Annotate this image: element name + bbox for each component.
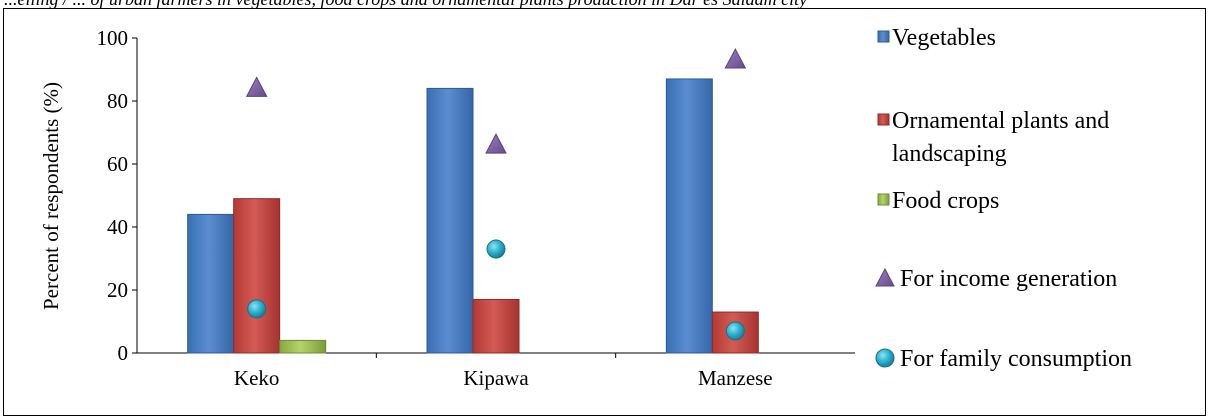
legend-circle <box>875 348 895 368</box>
triangle-marker <box>724 47 747 69</box>
y-tick-label: 40 <box>107 215 128 239</box>
legend-label: Ornamental plants and <box>892 108 1109 134</box>
legend-triangle <box>875 267 895 287</box>
legend-label: landscaping <box>892 141 1007 167</box>
y-tick-label: 100 <box>97 26 129 50</box>
category-label: Manzese <box>698 366 773 390</box>
y-axis-title: Percent of respondents (%) <box>39 82 63 310</box>
legend-label: For family consumption <box>900 346 1132 372</box>
y-tick-label: 0 <box>118 341 129 365</box>
y-tick-label: 20 <box>107 278 128 302</box>
circle-marker <box>725 321 745 341</box>
bar <box>426 87 474 354</box>
circle-marker <box>247 299 267 319</box>
legend-label: Food crops <box>892 188 999 214</box>
category-label: Kipawa <box>463 366 529 390</box>
markers <box>245 47 747 341</box>
circle-marker <box>486 239 506 259</box>
bar <box>187 213 235 354</box>
y-tick-label: 80 <box>107 89 128 113</box>
top-caption: ...elling / ... of urban farmers in vege… <box>4 0 1204 8</box>
triangle-marker <box>485 133 507 154</box>
legend-label: For income generation <box>900 266 1117 292</box>
y-ticks: 0 20 40 60 80 100 <box>97 26 137 365</box>
chart-frame <box>3 8 1206 416</box>
bar <box>665 78 713 354</box>
legend-swatch <box>877 113 890 126</box>
bar <box>472 298 520 354</box>
bar <box>233 198 281 354</box>
legend-swatch <box>877 30 890 43</box>
category-labels: Keko Kipawa Manzese <box>234 353 773 390</box>
bars <box>187 78 759 354</box>
legend-swatch <box>877 193 890 206</box>
triangle-marker <box>245 76 268 97</box>
legend: Vegetables Ornamental plants and landscapi… <box>875 25 1132 372</box>
bar <box>279 339 327 354</box>
category-label: Keko <box>234 366 280 390</box>
y-tick-label: 60 <box>107 152 128 176</box>
legend-label: Vegetables <box>892 25 996 51</box>
